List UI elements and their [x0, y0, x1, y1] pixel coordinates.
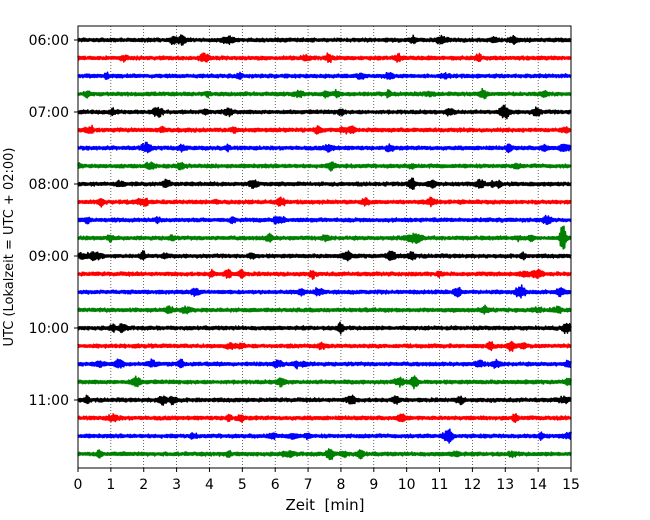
- trace-row-0800: [77, 177, 572, 190]
- y-tick-label-2: 08:00: [29, 177, 69, 193]
- x-tick-label-14: 14: [529, 477, 547, 493]
- trace-row-1030: [77, 358, 572, 370]
- trace-row-0615: [77, 52, 572, 64]
- x-tick-label-11: 11: [431, 477, 449, 493]
- trace-row-1115: [77, 412, 572, 424]
- trace-row-0945: [77, 304, 572, 315]
- y-tick-label-1: 07:00: [29, 105, 69, 121]
- trace-row-0745: [77, 161, 572, 172]
- x-tick-label-13: 13: [496, 477, 514, 493]
- trace-row-1145: [77, 448, 572, 461]
- trace-row-1000: [77, 321, 572, 335]
- x-tick-label-10: 10: [398, 477, 416, 493]
- trace-rows: [77, 34, 572, 461]
- x-tick-label-4: 4: [205, 477, 214, 493]
- trace-row-0815: [77, 196, 572, 208]
- y-tick-label-3: 09:00: [29, 249, 69, 265]
- x-tick-label-5: 5: [238, 477, 247, 493]
- y-tick-label-0: 06:00: [29, 33, 69, 49]
- trace-row-1045: [77, 375, 572, 390]
- trace-row-0630: [77, 71, 572, 81]
- x-tick-label-0: 0: [74, 477, 83, 493]
- trace-row-0845: [77, 225, 572, 250]
- x-tick-label-7: 7: [304, 477, 313, 493]
- x-tick-label-15: 15: [562, 477, 580, 493]
- y-tick-label-5: 11:00: [29, 393, 69, 409]
- trace-row-0830: [77, 214, 572, 226]
- x-tick-label-9: 9: [369, 477, 378, 493]
- x-axis-ticks: 0 1 2 3 4 5 6 7 8 9 10 11 12 13 14 15: [74, 468, 580, 493]
- trace-row-1015: [77, 340, 572, 352]
- trace-row-1130: [77, 428, 572, 444]
- x-tick-label-2: 2: [139, 477, 148, 493]
- y-axis-label: UTC (Lokalzeit = UTC + 02:00): [2, 148, 17, 347]
- x-axis-label: Zeit [min]: [285, 496, 364, 514]
- y-tick-label-4: 10:00: [29, 321, 69, 337]
- trace-row-0645: [77, 87, 572, 100]
- x-tick-label-12: 12: [463, 477, 481, 493]
- trace-row-0715: [77, 124, 572, 135]
- x-tick-label-6: 6: [271, 477, 280, 493]
- trace-row-1100: [77, 394, 572, 406]
- trace-row-0900: [77, 250, 572, 262]
- y-axis-ticks: 06:00 07:00 08:00 09:00 10:00 11:00: [29, 33, 78, 409]
- x-tick-label-3: 3: [172, 477, 181, 493]
- trace-row-0730: [77, 141, 572, 154]
- trace-row-0700: [77, 104, 572, 120]
- plot-frame: [77, 25, 572, 469]
- trace-row-0600: [77, 34, 572, 46]
- x-tick-label-8: 8: [336, 477, 345, 493]
- trace-row-0915: [77, 268, 572, 280]
- x-tick-label-1: 1: [106, 477, 115, 493]
- trace-row-0930: [77, 284, 572, 299]
